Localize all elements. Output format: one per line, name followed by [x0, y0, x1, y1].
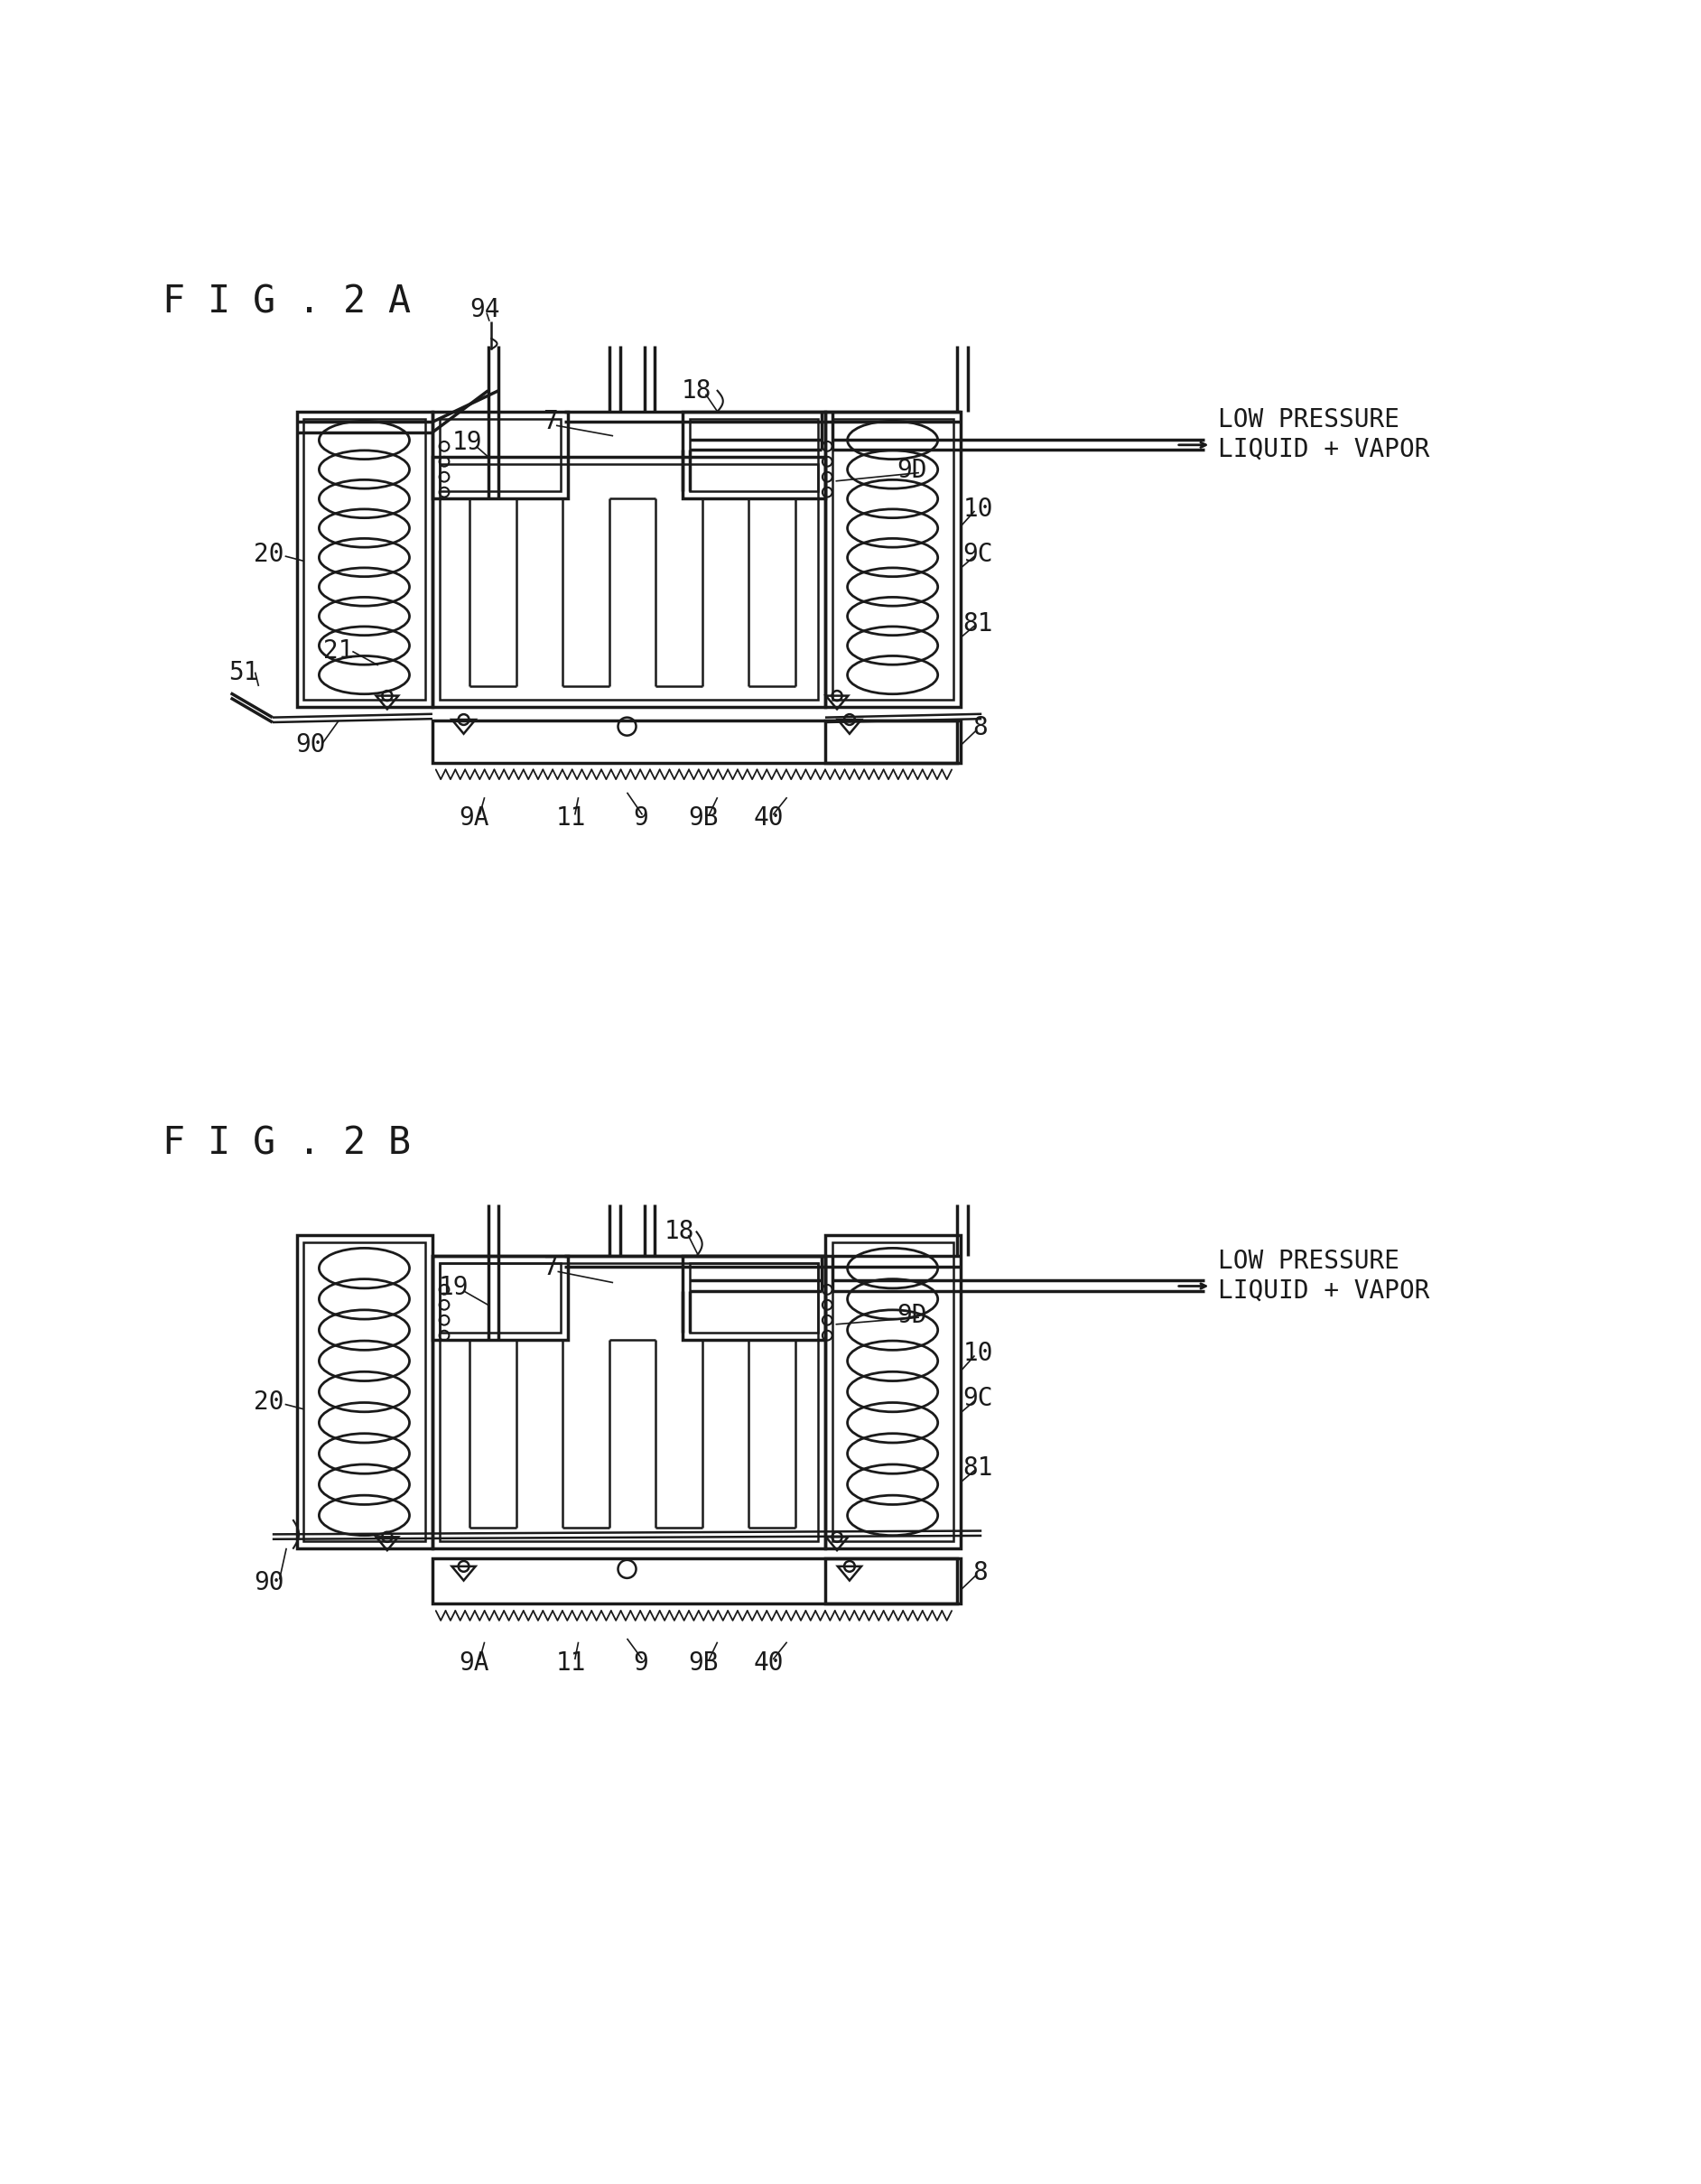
Text: 11: 11 [556, 806, 587, 830]
Text: 8: 8 [973, 714, 988, 740]
Text: 81: 81 [963, 612, 993, 636]
Bar [682, 1256, 825, 1339]
Text: F I G . 2 A: F I G . 2 A [162, 284, 410, 321]
Bar [825, 721, 961, 762]
Bar [832, 419, 954, 701]
Text: LOW PRESSURE
LIQUID + VAPOR: LOW PRESSURE LIQUID + VAPOR [1218, 406, 1431, 461]
Text: 40: 40 [754, 1651, 782, 1675]
Text: 7: 7 [543, 1256, 558, 1280]
Text: 9: 9 [633, 1651, 648, 1675]
Text: 19: 19 [439, 1275, 468, 1299]
Bar [439, 463, 818, 701]
Bar [432, 721, 958, 762]
Text: 9A: 9A [459, 806, 490, 830]
Bar [304, 419, 425, 701]
Text: 9B: 9B [689, 1651, 718, 1675]
Text: 7: 7 [543, 408, 558, 435]
Bar [432, 411, 568, 498]
Text: F I G . 2 B: F I G . 2 B [162, 1125, 410, 1162]
Text: 11: 11 [556, 1651, 587, 1675]
Bar [439, 1262, 561, 1332]
Bar [439, 1262, 818, 1542]
Text: 9B: 9B [689, 806, 718, 830]
Bar [825, 1236, 961, 1548]
Text: 8: 8 [973, 1559, 988, 1586]
Text: 20: 20 [253, 542, 284, 566]
Text: 18: 18 [663, 1219, 694, 1245]
Text: 9C: 9C [963, 542, 993, 566]
Text: 51: 51 [228, 660, 259, 686]
Bar [432, 1256, 568, 1339]
Text: 9A: 9A [459, 1651, 490, 1675]
Text: 21: 21 [323, 638, 354, 664]
Text: 19: 19 [452, 430, 483, 456]
Text: 20: 20 [253, 1389, 284, 1415]
Text: 9D: 9D [896, 459, 927, 483]
Bar [825, 411, 961, 708]
Bar [298, 1236, 432, 1548]
Text: 18: 18 [682, 378, 711, 404]
Text: 81: 81 [963, 1455, 993, 1481]
Text: 10: 10 [963, 496, 993, 522]
Bar [689, 419, 818, 491]
Bar [432, 1559, 958, 1603]
Bar [304, 1243, 425, 1542]
Text: LOW PRESSURE
LIQUID + VAPOR: LOW PRESSURE LIQUID + VAPOR [1218, 1249, 1431, 1304]
Text: 9: 9 [633, 806, 648, 830]
Text: 90: 90 [253, 1570, 284, 1597]
Bar [689, 1262, 818, 1332]
Text: 10: 10 [963, 1341, 993, 1367]
Bar [298, 411, 432, 708]
Text: 90: 90 [296, 732, 327, 758]
Bar [432, 1256, 825, 1548]
Text: 40: 40 [754, 806, 782, 830]
Text: 9C: 9C [963, 1387, 993, 1411]
Text: 9D: 9D [896, 1302, 927, 1328]
Text: 94: 94 [469, 297, 500, 321]
Bar [432, 456, 825, 708]
Bar [439, 419, 561, 491]
Bar [825, 1559, 961, 1603]
Bar [832, 1243, 954, 1542]
Bar [682, 411, 825, 498]
